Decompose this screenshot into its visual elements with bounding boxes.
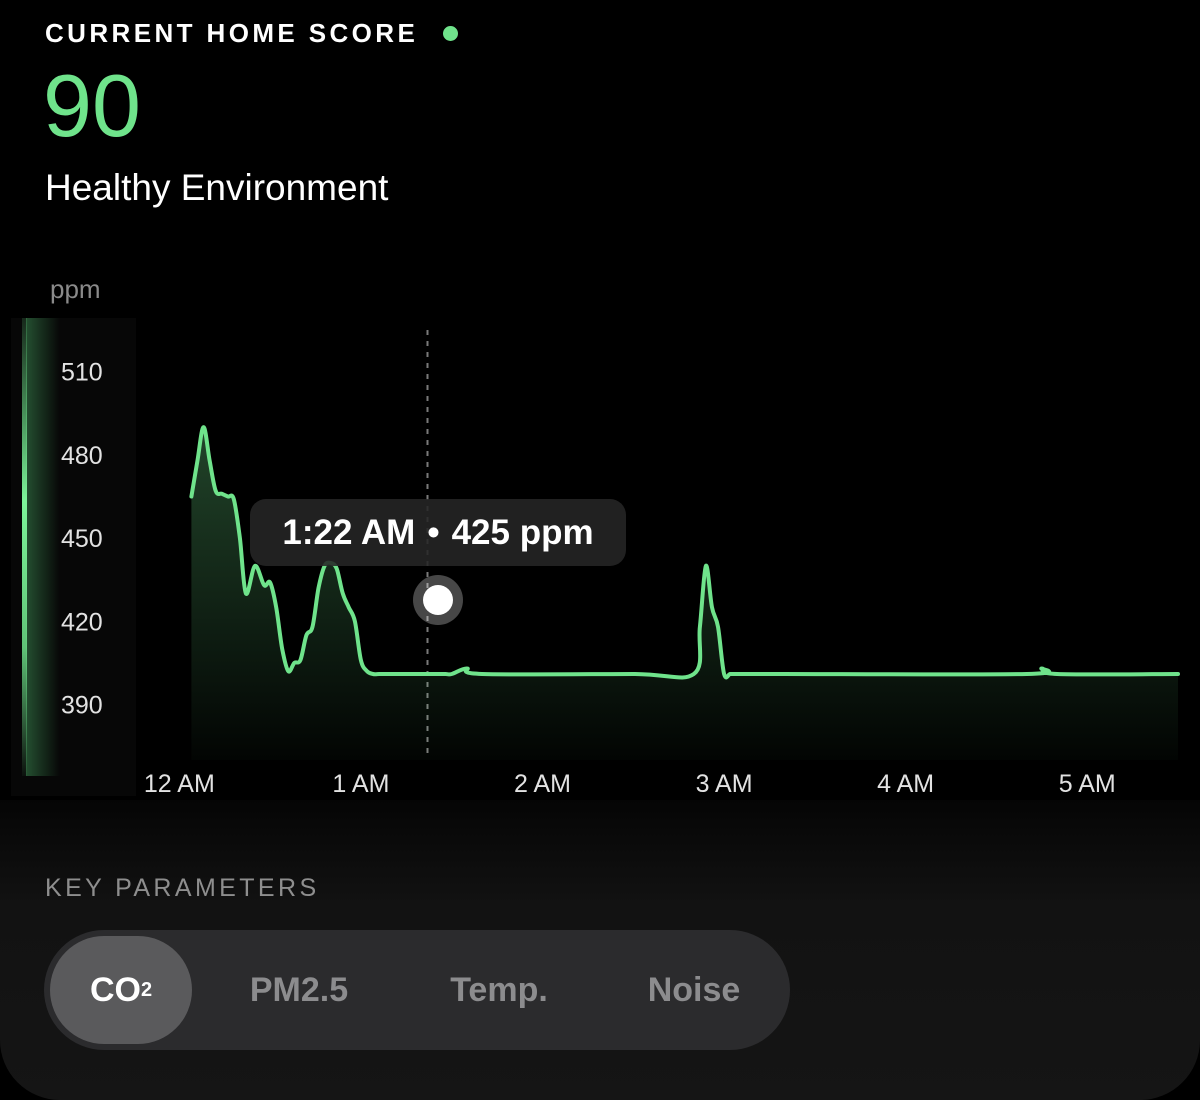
home-score-value: 90 [43,56,141,155]
tab-co2-subscript: 2 [140,978,153,1001]
tab-pm25[interactable]: PM2.5 [249,970,349,1009]
tab-temp[interactable]: Temp. [450,970,548,1009]
co2-series-line [189,425,1180,680]
y-tick-label: 450 [61,525,103,553]
chart-tooltip: 1:22 AM • 425 ppm [250,499,626,566]
header-label: CURRENT HOME SCORE [45,18,419,48]
x-tick-label: 1 AM [332,770,389,798]
x-tick-label: 3 AM [696,770,753,798]
x-tick-label: 5 AM [1059,770,1116,798]
key-parameters-title: KEY PARAMETERS [45,874,320,902]
tooltip-time: 1:22 AM [282,512,416,552]
scale-bar [22,318,27,776]
scale-bar-glow [26,318,60,776]
tab-co2[interactable]: CO 2 [50,936,192,1044]
x-tick-label: 12 AM [144,770,215,798]
tab-co2-label: CO [89,970,141,1009]
y-tick-label: 480 [61,442,103,470]
environment-status: Healthy Environment [45,167,389,208]
co2-chart[interactable]: 510 480 450 420 390 12 AM 1 AM 2 AM 3 AM 4 AM 5 A… [0,0,1200,800]
x-tick-label: 4 AM [877,770,934,798]
co2-area-fill [191,427,1178,760]
tooltip-separator: • [427,512,440,552]
y-tick-label: 390 [61,692,103,720]
live-status-dot [443,26,458,41]
x-tick-label: 2 AM [514,770,571,798]
chart-marker[interactable] [423,585,453,615]
tab-noise[interactable]: Noise [647,970,741,1009]
y-axis-unit-label: ppm [50,274,101,304]
y-tick-label: 510 [61,359,103,387]
parameter-selector: CO 2 PM2.5 Temp. Noise [44,930,790,1050]
tooltip-value: 425 ppm [451,512,594,552]
y-tick-label: 420 [61,608,103,636]
